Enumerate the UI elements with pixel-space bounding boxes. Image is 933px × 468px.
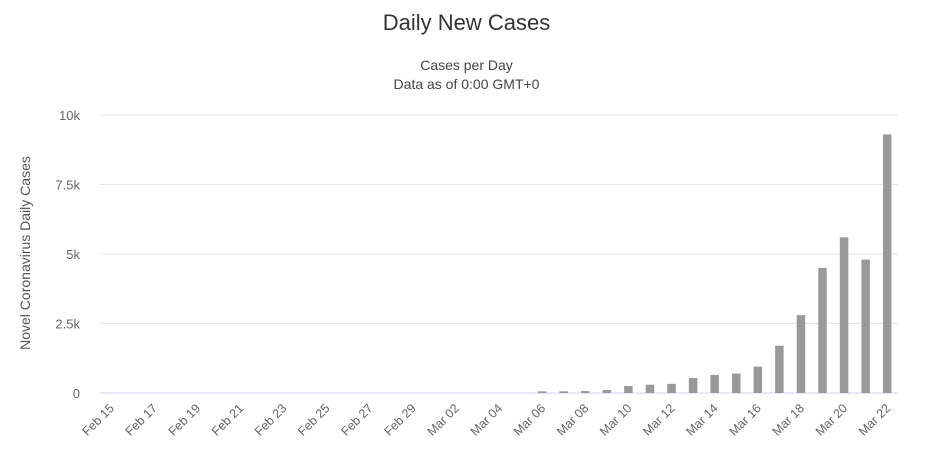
y-tick-label: 7.5k [55, 178, 80, 193]
x-tick-label: Mar 20 [813, 401, 850, 438]
y-tick-label: 0 [73, 386, 80, 401]
x-tick-label: Mar 02 [425, 401, 462, 438]
x-tick-label: Mar 10 [597, 401, 634, 438]
bar[interactable] [839, 237, 849, 393]
chart-title: Daily New Cases [382, 10, 551, 35]
bar[interactable] [581, 391, 590, 393]
x-tick-label: Mar 18 [770, 401, 807, 438]
x-tick-label: Feb 15 [79, 401, 116, 438]
bar[interactable] [818, 267, 827, 393]
bar[interactable] [710, 374, 719, 393]
bar[interactable] [861, 259, 870, 393]
bar[interactable] [537, 391, 547, 393]
x-tick-label: Feb 19 [166, 401, 203, 438]
x-tick-label: Feb 29 [381, 401, 418, 438]
bar[interactable] [645, 384, 655, 393]
bar[interactable] [796, 315, 806, 393]
bar[interactable] [667, 383, 676, 393]
x-tick-label: Mar 12 [640, 401, 677, 438]
x-tick-label: Feb 17 [123, 401, 160, 438]
y-tick-label: 2.5k [55, 317, 80, 332]
y-tick-label: 10k [59, 108, 80, 123]
x-tick-label: Feb 23 [252, 401, 289, 438]
bar[interactable] [602, 389, 612, 393]
bar[interactable] [731, 373, 741, 393]
x-tick-label: Feb 21 [209, 401, 246, 438]
x-tick-label: Feb 27 [338, 401, 375, 438]
x-tick-label: Mar 22 [856, 401, 893, 438]
bar[interactable] [775, 345, 784, 393]
bar[interactable] [688, 377, 698, 393]
bar[interactable] [559, 391, 568, 393]
x-tick-label: Mar 14 [683, 401, 720, 438]
bar[interactable] [624, 386, 633, 393]
bar[interactable] [882, 134, 892, 393]
y-tick-label: 5k [66, 247, 80, 262]
bar[interactable] [753, 366, 763, 393]
x-tick-label: Mar 08 [554, 401, 591, 438]
chart-data-date: Data as of 0:00 GMT+0 [393, 76, 540, 92]
x-tick-label: Mar 06 [511, 401, 548, 438]
x-tick-label: Feb 25 [295, 401, 332, 438]
x-tick-label: Mar 04 [468, 401, 505, 438]
chart-subtitle: Cases per Day [420, 57, 513, 73]
x-tick-label: Mar 16 [727, 401, 764, 438]
y-axis-label: Novel Coronavirus Daily Cases [17, 156, 33, 350]
